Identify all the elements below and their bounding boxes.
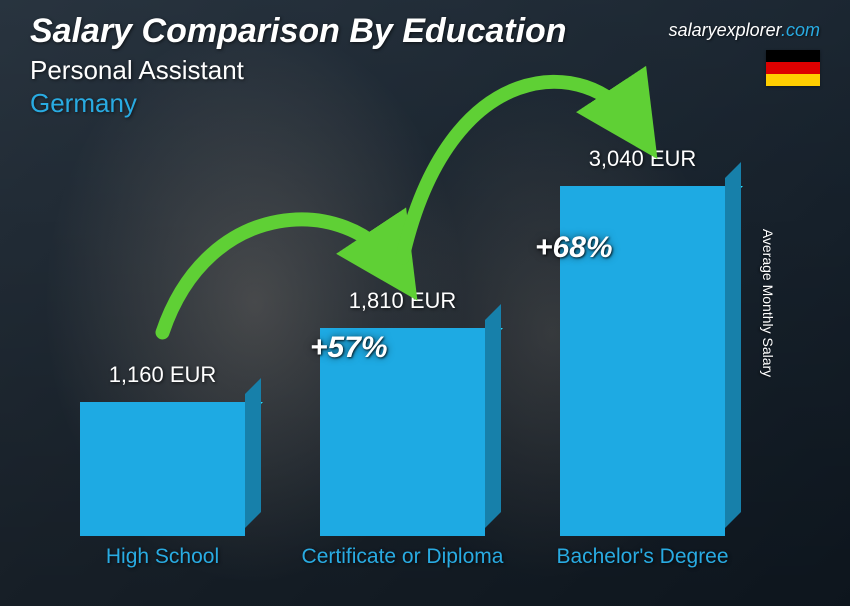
arrows-layer — [50, 86, 770, 546]
growth-arrow — [163, 219, 395, 332]
watermark-brand: salaryexplorer — [669, 20, 781, 40]
watermark: salaryexplorer.com — [669, 20, 820, 41]
chart-subtitle-role: Personal Assistant — [30, 55, 820, 86]
bar-category-label: Bachelor's Degree — [540, 544, 745, 569]
chart-container: Salary Comparison By Education Personal … — [0, 0, 850, 606]
bar-category-label: Certificate or Diploma — [300, 544, 505, 569]
watermark-tld: .com — [781, 20, 820, 40]
flag-stripe-black — [766, 50, 820, 62]
chart-area: 1,160 EURHigh School1,810 EURCertificate… — [50, 136, 770, 536]
germany-flag-icon — [766, 50, 820, 86]
flag-stripe-gold — [766, 74, 820, 86]
growth-arrow — [403, 82, 635, 258]
flag-stripe-red — [766, 62, 820, 74]
bar-category-label: High School — [60, 544, 265, 569]
